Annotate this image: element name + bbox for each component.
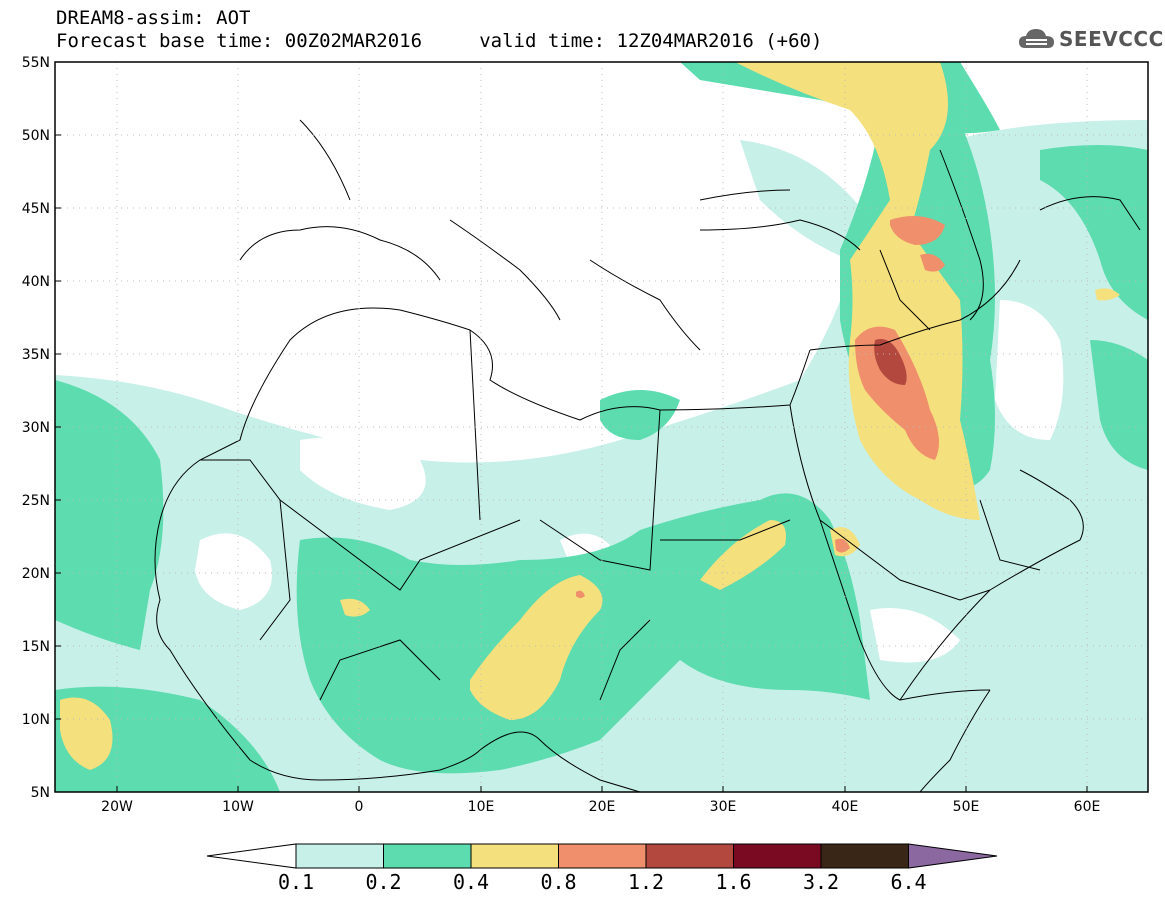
longitude-labels: 20W 10W 0 10E 20E 30E 40E 50E 60E [101, 799, 1100, 815]
colorbar-label-7: 6.4 [890, 870, 927, 894]
title-line-2: Forecast base time: 00Z02MAR2016 valid t… [56, 30, 823, 52]
colorbar-upper-arrow [908, 843, 998, 869]
colorbar-label-0: 0.1 [277, 870, 315, 894]
colorbar-box-3 [558, 843, 647, 869]
lon-label-0: 0 [355, 799, 364, 815]
colorbar-label-3: 0.8 [540, 870, 577, 894]
lon-label-20e: 20E [589, 799, 616, 815]
lat-label-45n: 45N [22, 201, 50, 217]
colorbar-box-2 [470, 843, 559, 869]
cloud-icon [1019, 29, 1054, 48]
lon-label-50e: 50E [953, 799, 980, 815]
logo-text: SEEVCCC [1059, 27, 1164, 51]
seevccc-logo: SEEVCCC [1017, 22, 1164, 56]
lat-label-10n: 10N [22, 712, 50, 728]
lat-label-25n: 25N [22, 493, 50, 509]
colorbar-lower-arrow [206, 843, 297, 869]
lon-label-10w: 10W [222, 799, 254, 815]
lon-label-40e: 40E [832, 799, 859, 815]
coastlines [154, 119, 1141, 792]
lon-label-10e: 10E [468, 799, 495, 815]
lat-label-50n: 50N [22, 128, 50, 144]
lon-label-30e: 30E [710, 799, 737, 815]
colorbar-box-0 [295, 843, 384, 869]
colorbar-box-4 [645, 843, 734, 869]
lon-label-20w: 20W [101, 799, 133, 815]
lat-label-15n: 15N [22, 639, 50, 655]
axis-ticks [55, 134, 1088, 792]
colorbar-box-5 [733, 843, 822, 869]
colorbar-label-2: 0.4 [452, 870, 490, 894]
lat-label-40n: 40N [22, 274, 50, 290]
gridlines [55, 62, 1148, 792]
colorbar-label-4: 1.2 [627, 870, 665, 894]
colorbar-box-6 [820, 843, 909, 869]
lon-label-60e: 60E [1074, 799, 1101, 815]
lat-label-55n: 55N [22, 55, 50, 71]
lat-label-20n: 20N [22, 566, 50, 582]
latitude-labels: 55N 50N 45N 40N 35N 30N 25N 20N 15N 10N … [22, 55, 50, 801]
lat-label-30n: 30N [22, 420, 50, 436]
colorbar-label-1: 0.2 [365, 870, 402, 894]
lat-label-35n: 35N [22, 347, 50, 363]
colorbar-label-5: 1.6 [715, 870, 752, 894]
colorbar [206, 843, 998, 869]
lat-label-5n: 5N [31, 785, 50, 801]
colorbar-box-1 [383, 843, 472, 869]
colorbar-label-6: 3.2 [802, 870, 840, 894]
title-line-1: DREAM8-assim: AOT [56, 7, 251, 29]
